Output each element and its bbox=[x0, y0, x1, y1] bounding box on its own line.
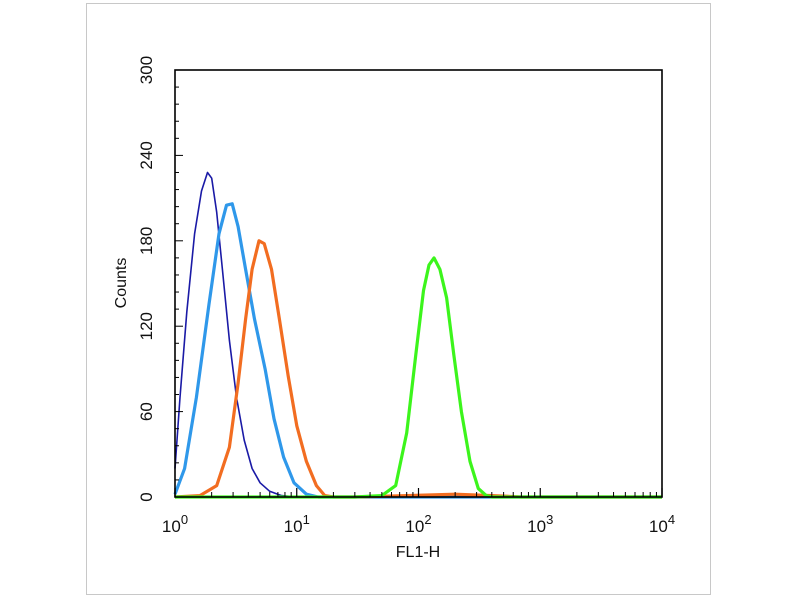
x-tick-label: 102 bbox=[405, 512, 431, 536]
x-tick-exponent: 4 bbox=[668, 512, 675, 527]
y-tick-label: 300 bbox=[137, 56, 156, 84]
x-tick-exponent: 0 bbox=[181, 512, 188, 527]
series-line-1 bbox=[174, 171, 662, 498]
x-tick-exponent: 2 bbox=[424, 512, 431, 527]
series-line-2 bbox=[173, 202, 662, 499]
x-tick-base: 10 bbox=[284, 517, 303, 536]
x-tick-label: 101 bbox=[284, 512, 310, 536]
x-tick-exponent: 3 bbox=[546, 512, 553, 527]
x-tick-label: 104 bbox=[649, 512, 675, 536]
x-axis-label: FL1-H bbox=[396, 544, 440, 561]
x-tick-exponent: 1 bbox=[303, 512, 310, 527]
x-tick-label: 100 bbox=[162, 512, 188, 536]
x-tick-label: 103 bbox=[527, 512, 553, 536]
series-line-4 bbox=[175, 256, 662, 499]
y-tick-label: 240 bbox=[137, 141, 156, 169]
tick-layer bbox=[174, 69, 663, 498]
x-tick-base: 10 bbox=[405, 517, 424, 536]
x-tick-base: 10 bbox=[527, 517, 546, 536]
y-tick-label: 60 bbox=[137, 402, 156, 421]
x-tick-base: 10 bbox=[649, 517, 668, 536]
series-layer bbox=[173, 171, 662, 499]
y-tick-label: 0 bbox=[137, 492, 156, 501]
y-tick-label: 180 bbox=[137, 227, 156, 255]
y-axis-label: Counts bbox=[113, 258, 130, 309]
x-tick-base: 10 bbox=[162, 517, 181, 536]
series-line-3 bbox=[174, 239, 662, 499]
y-tick-label: 120 bbox=[137, 312, 156, 340]
